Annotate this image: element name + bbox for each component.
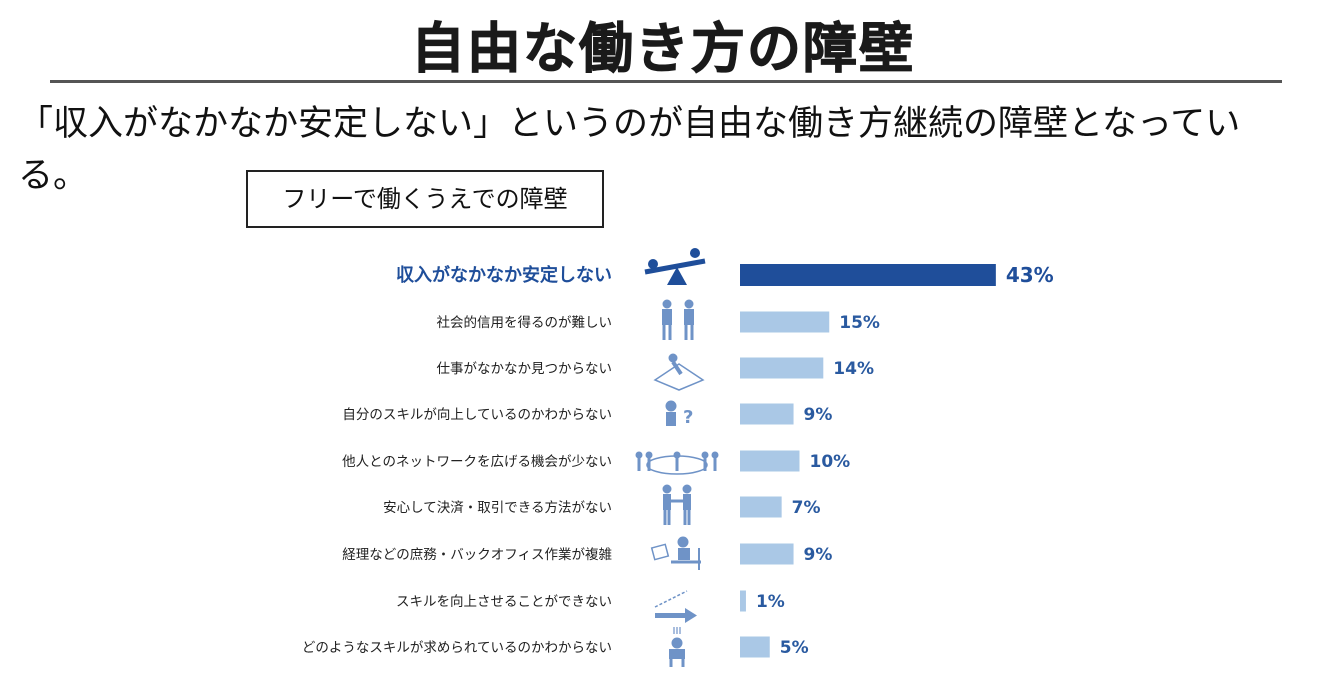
chart-title: フリーで働くうえでの障壁	[246, 170, 604, 228]
headline-text: 「収入がなかなか安定しない」というのが自由な働き方継続の障壁となっている。	[18, 104, 1241, 196]
value-label: 1%	[756, 592, 785, 612]
network-icon	[635, 451, 719, 475]
office-work-icon	[650, 536, 701, 570]
value-label: 9%	[804, 405, 833, 425]
value-label: 15%	[839, 313, 880, 333]
confused-person-icon	[669, 627, 685, 667]
seesaw-icon	[644, 248, 706, 285]
bar	[740, 543, 794, 565]
value-label: 5%	[780, 638, 809, 658]
question-person-icon: ?	[665, 400, 693, 428]
bar	[740, 357, 824, 379]
slide-title: 自由な働き方の障壁	[411, 17, 915, 81]
bar	[740, 403, 794, 425]
category-label: 社会的信用を得るのが難しい	[437, 314, 613, 331]
bar	[740, 264, 996, 286]
desk-work-icon	[653, 353, 705, 391]
category-label: 経理などの庶務・バックオフィス作業が複雑	[342, 546, 612, 563]
category-label: 仕事がなかなか見つからない	[437, 361, 613, 377]
category-label: 自分のスキルが向上しているのかわからない	[342, 407, 612, 423]
category-label: どのようなスキルが求められているのかわからない	[302, 640, 612, 656]
bar	[740, 450, 800, 472]
category-label: 収入がなかなか安定しない	[396, 264, 612, 286]
bar	[740, 311, 830, 333]
category-label: 安心して決済・取引できる方法がない	[383, 500, 612, 516]
arrow-up-icon	[654, 590, 697, 623]
bar	[740, 636, 770, 658]
title-divider	[50, 80, 1282, 83]
value-label: 7%	[792, 498, 821, 518]
category-label: 他人とのネットワークを広げる機会が少ない	[342, 454, 612, 470]
handshake-icon	[662, 484, 692, 525]
value-label: 14%	[833, 359, 874, 379]
people-icon	[662, 299, 694, 340]
value-label: 9%	[804, 545, 833, 565]
bar	[740, 590, 746, 612]
value-label: 43%	[1006, 263, 1054, 287]
bar	[740, 496, 782, 518]
svg-text:?: ?	[683, 407, 693, 428]
value-label: 10%	[810, 452, 851, 472]
category-label: スキルを向上させることができない	[396, 594, 612, 610]
